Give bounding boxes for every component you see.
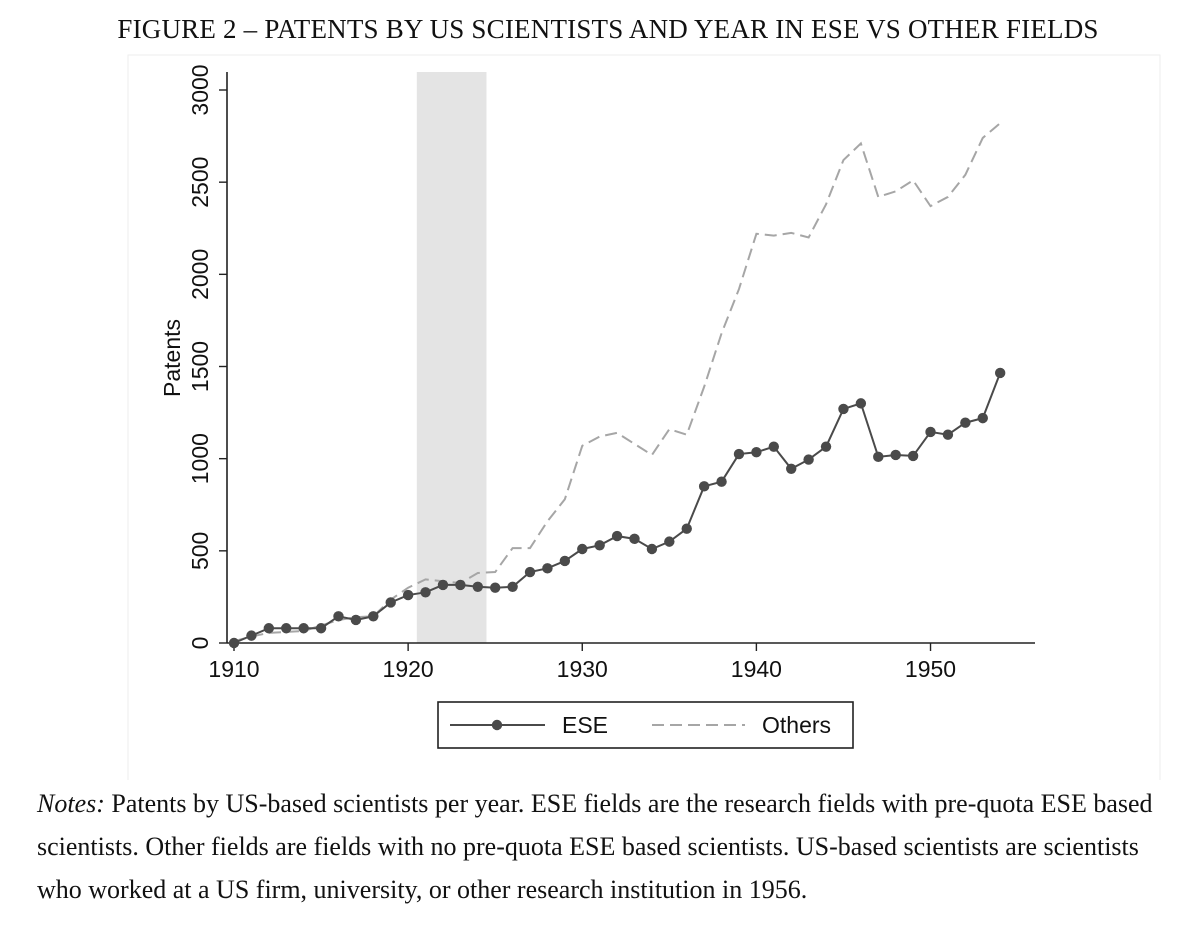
ese-point-1920	[402, 589, 414, 601]
notes-text: Patents by US-based scientists per year.…	[37, 789, 1153, 904]
ese-point-1949	[907, 450, 919, 462]
ese-point-1945	[838, 403, 849, 415]
ese-point-1919	[385, 597, 396, 608]
ese-point-1942	[786, 463, 797, 475]
ese-point-1929	[559, 555, 571, 567]
ese-point-1928	[542, 563, 553, 574]
ese-point-1931	[594, 540, 605, 551]
ese-point-1952	[960, 417, 971, 428]
ese-point-1941	[768, 441, 780, 452]
ese-point-1924	[472, 581, 483, 592]
chart-background	[127, 54, 1161, 780]
ese-point-1947	[873, 451, 884, 463]
figure-title: FIGURE 2 – PATENTS BY US SCIENTISTS AND …	[117, 14, 1099, 44]
ese-point-1922	[437, 579, 449, 591]
ese-point-1927	[524, 566, 536, 578]
legend-box	[437, 701, 854, 749]
ese-point-1935	[664, 536, 675, 547]
ese-point-1948	[890, 449, 901, 461]
y-tick-label-3000: 3000	[187, 64, 213, 115]
ese-point-1911	[246, 630, 257, 641]
ese-point-1925	[489, 582, 501, 593]
ese-point-1934	[646, 543, 658, 555]
ese-point-1946	[855, 398, 867, 409]
ese-point-1944	[820, 441, 832, 452]
y-tick-label-1500: 1500	[187, 341, 213, 392]
ese-point-1913	[281, 623, 292, 634]
patents-line-chart: 1910 1920 1930 1940 1950 0 500 1000 1500 2000 2500…	[127, 54, 1161, 780]
ese-point-1932	[611, 530, 623, 542]
ese-point-1916	[333, 611, 344, 622]
y-tick-label-2000: 2000	[187, 249, 213, 300]
ese-point-1939	[733, 448, 745, 460]
figure-notes: Notes: Patents by US-based scientists pe…	[37, 782, 1187, 911]
y-axis-label: Patents	[159, 319, 185, 397]
x-tick-label-1910: 1910	[208, 656, 259, 682]
ese-point-1923	[455, 579, 466, 591]
legend-others-label: Others	[762, 712, 831, 738]
x-tick-label-1940: 1940	[731, 656, 782, 682]
y-tick-label-0: 0	[187, 637, 213, 650]
x-tick-label-1930: 1930	[557, 656, 608, 682]
notes-label: Notes:	[37, 789, 105, 818]
ese-point-1926	[507, 581, 518, 592]
ese-point-1910	[228, 637, 240, 649]
y-tick-label-2500: 2500	[187, 157, 213, 208]
legend-ese-marker	[491, 719, 503, 731]
ese-point-1954	[994, 367, 1006, 379]
ese-point-1940	[751, 447, 762, 458]
ese-point-1912	[263, 623, 275, 634]
shaded-period-region	[416, 72, 487, 643]
legend-ese-label: ESE	[562, 712, 608, 738]
ese-point-1930	[577, 543, 588, 555]
ese-point-1917	[350, 614, 362, 626]
ese-point-1943	[803, 454, 814, 465]
ese-point-1938	[716, 476, 727, 487]
ese-point-1950	[925, 426, 936, 438]
ese-point-1914	[298, 623, 309, 634]
series-line-others	[233, 122, 1001, 643]
x-tick-label-1950: 1950	[905, 656, 956, 682]
y-tick-label-1000: 1000	[187, 433, 213, 484]
ese-point-1936	[681, 523, 692, 534]
x-tick-label-1920: 1920	[383, 656, 434, 682]
ese-point-1933	[629, 533, 640, 545]
ese-point-1918	[368, 611, 379, 622]
ese-point-1921	[420, 587, 431, 598]
ese-point-1915	[315, 623, 327, 634]
ese-point-1953	[977, 412, 988, 424]
ese-point-1951	[942, 429, 954, 440]
y-tick-label-500: 500	[187, 532, 213, 570]
ese-point-1937	[698, 481, 710, 492]
